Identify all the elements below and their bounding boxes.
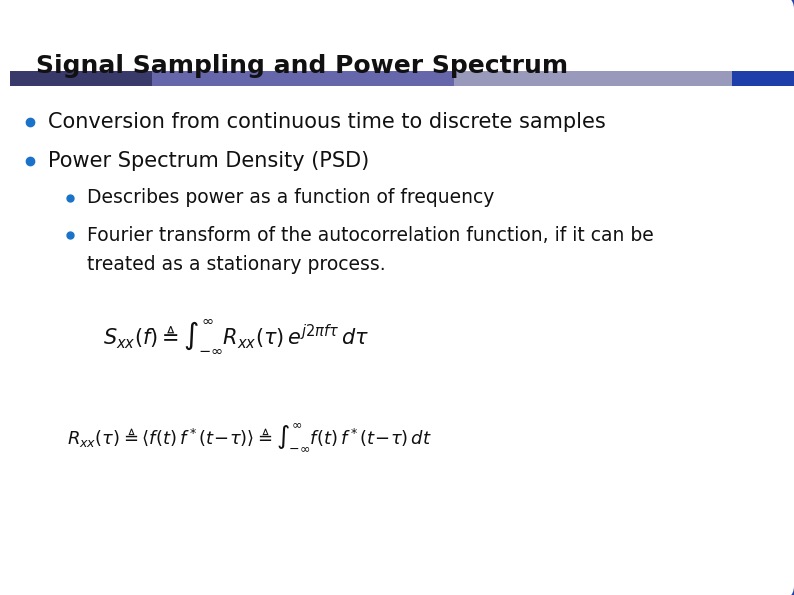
- Text: Describes power as a function of frequency: Describes power as a function of frequen…: [87, 188, 495, 207]
- Bar: [8, 527, 774, 586]
- Text: treated as a stationary process.: treated as a stationary process.: [87, 255, 386, 274]
- Text: $R_{xx}(\tau) \triangleq \langle f(t)\, f^*(t\!-\!\tau)\rangle\triangleq \int_{-: $R_{xx}(\tau) \triangleq \langle f(t)\, …: [67, 421, 433, 453]
- Bar: [732, 71, 794, 86]
- Text: $S_{xx}(f) \triangleq \int_{-\infty}^{\infty} R_{xx}(\tau)\, e^{j2\pi f \tau}\, : $S_{xx}(f) \triangleq \int_{-\infty}^{\i…: [103, 317, 369, 355]
- Text: Signal Sampling and Power Spectrum: Signal Sampling and Power Spectrum: [36, 54, 568, 77]
- Text: Conversion from continuous time to discrete samples: Conversion from continuous time to discr…: [48, 112, 605, 132]
- FancyBboxPatch shape: [8, 9, 774, 586]
- Bar: [454, 71, 732, 86]
- Bar: [10, 71, 152, 86]
- Text: Power Spectrum Density (PSD): Power Spectrum Density (PSD): [48, 151, 369, 171]
- Bar: [152, 71, 454, 86]
- Bar: [687, 9, 774, 586]
- Text: Fourier transform of the autocorrelation function, if it can be: Fourier transform of the autocorrelation…: [87, 226, 654, 245]
